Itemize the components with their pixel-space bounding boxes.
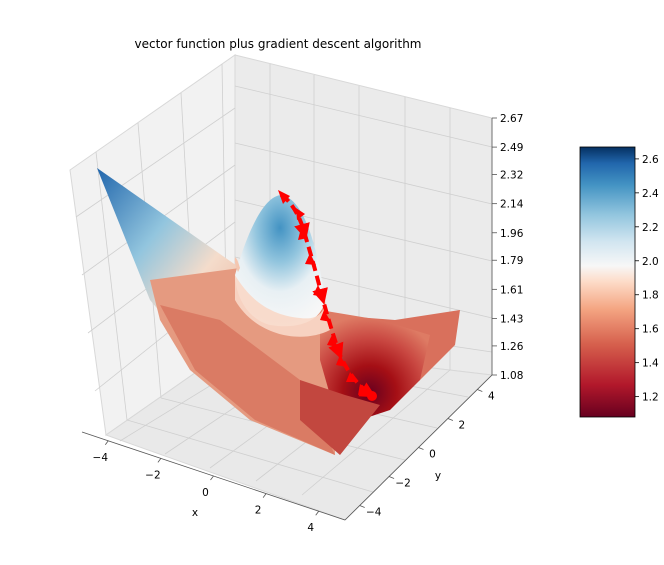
x-tick-mark (210, 475, 214, 481)
colorbar-tick-label: 2.6 (642, 154, 659, 166)
colorbar-tick-label: 1.8 (642, 290, 659, 302)
surface-left-basin-shadow (160, 305, 335, 455)
x-tick-mark (315, 510, 320, 516)
z-tick-label: 2.32 (500, 170, 523, 182)
surface-saddle (234, 257, 240, 272)
grid-line (126, 419, 374, 493)
descent-path (278, 190, 377, 401)
descent-arrowhead (336, 355, 347, 367)
y-tick-mark (477, 389, 483, 392)
x-tick-label: 0 (202, 487, 209, 499)
z-tick-label: 1.26 (500, 341, 524, 353)
descent-arrowhead (327, 335, 338, 347)
z-tick-label: 1.43 (500, 313, 523, 325)
x-tick-mark (104, 440, 109, 446)
y-tick-mark (447, 418, 454, 421)
y-axis-ticks: −4 −2 0 2 4 (359, 389, 495, 519)
x-tick-label: −2 (145, 469, 160, 481)
grid-line (234, 142, 493, 205)
chart-title: vector function plus gradient descent al… (135, 37, 422, 51)
y-tick-mark (418, 447, 424, 450)
surface-front-slope (300, 380, 380, 455)
y-tick-mark (388, 476, 395, 479)
colorbar-tick-label: 1.2 (642, 392, 659, 404)
grid-line (95, 151, 128, 421)
y-tick-label: 4 (488, 391, 495, 403)
descent-arrowhead (313, 285, 324, 297)
z-tick-label: 1.79 (500, 255, 523, 267)
y-tick-label: −2 (395, 478, 410, 490)
colorbar: 1.2 1.4 1.6 1.8 2.0 2.2 2.4 2.6 (579, 146, 659, 418)
x-tick-mark (157, 458, 162, 463)
descent-arrowhead (346, 372, 358, 382)
grid-line (75, 107, 236, 218)
z-tick-label: 1.96 (500, 228, 524, 240)
x-tick-label: 4 (307, 522, 314, 534)
y-tick-mark (359, 505, 365, 508)
colorbar-tick-label: 1.6 (642, 324, 659, 336)
colorbar-ticks: 1.2 1.4 1.6 1.8 2.0 2.2 2.4 2.6 (635, 154, 659, 404)
x-tick-label: −4 (93, 452, 109, 464)
z-tick-label: 2.67 (500, 113, 523, 125)
x-tick-label: 2 (255, 505, 262, 517)
x-axis-label: x (192, 507, 198, 519)
descent-end-marker (367, 391, 377, 401)
descent-arrowhead (305, 253, 316, 265)
z-axis-ticks: 1.08 1.26 1.43 1.61 1.79 1.96 2.14 2.32 2.49 2.67 (492, 113, 524, 382)
descent-path-line (279, 193, 377, 398)
colorbar-tick-label: 2.4 (642, 188, 659, 200)
y-axis-label: y (435, 470, 441, 482)
x-axis-ticks: −4 −2 0 2 4 (93, 440, 320, 534)
descent-arrowhead (320, 310, 331, 322)
y-tick-label: −4 (366, 507, 382, 519)
colorbar-tick-label: 1.4 (642, 358, 659, 370)
grid-line (301, 369, 451, 496)
descent-arrowhead (298, 228, 308, 240)
colorbar-rect (579, 146, 636, 418)
z-tick-label: 2.14 (500, 199, 524, 211)
x-tick-mark (262, 493, 267, 498)
colorbar-tick-label: 2.0 (642, 256, 659, 268)
descent-arrowhead (358, 384, 370, 395)
descent-arrowhead (296, 208, 305, 220)
grid-line (234, 85, 493, 148)
y-tick-label: 2 (459, 420, 466, 432)
z-tick-label: 1.61 (500, 284, 523, 296)
descent-arrowhead (278, 190, 290, 204)
z-tick-label: 1.08 (500, 370, 523, 382)
z-tick-label: 2.49 (500, 142, 523, 154)
y-tick-label: 0 (429, 449, 436, 461)
colorbar-tick-label: 2.2 (642, 222, 659, 234)
